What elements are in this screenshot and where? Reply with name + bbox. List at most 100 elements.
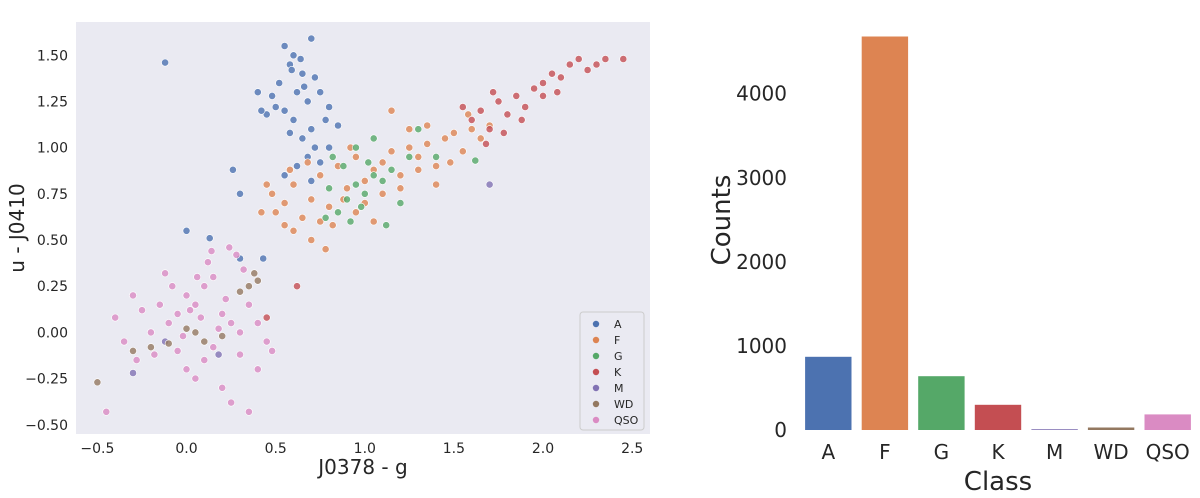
legend-label: QSO (614, 414, 639, 427)
bar-wd (1087, 427, 1135, 430)
scatter-point-g (414, 125, 423, 134)
scatter-point-f (405, 125, 414, 134)
scatter-point-qso (182, 291, 191, 300)
scatter-point-qso (191, 374, 200, 383)
scatter-point-k (262, 313, 271, 322)
scatter-point-a (307, 125, 316, 134)
scatter-point-g (471, 156, 480, 165)
bar-x-tick-label: K (991, 440, 1005, 464)
scatter-point-a (253, 88, 262, 97)
scatter-point-qso (227, 398, 235, 407)
scatter-point-wd (146, 343, 155, 352)
scatter-point-f (343, 184, 351, 193)
scatter-point-qso (236, 350, 244, 359)
scatter-point-qso (209, 273, 218, 281)
scatter-point-g (334, 208, 342, 217)
scatter-point-a (182, 226, 191, 235)
scatter-x-tick-label: 2.0 (532, 441, 554, 457)
bar-y-axis-label: Counts (707, 175, 737, 266)
scatter-point-qso (146, 328, 155, 337)
scatter-point-qso (196, 313, 205, 322)
scatter-point-k (482, 139, 490, 148)
scatter-point-a (293, 88, 301, 97)
scatter-point-qso (111, 313, 120, 322)
bar-y-tick-label: 4000 (736, 82, 787, 106)
scatter-point-a (307, 176, 316, 185)
scatter-point-qso (164, 319, 173, 327)
scatter-point-g (378, 176, 387, 185)
scatter-point-qso (191, 300, 200, 309)
legend-marker-wd (592, 400, 600, 408)
scatter-y-tick-label: 1.00 (37, 141, 68, 157)
scatter-point-a (280, 42, 289, 50)
scatter-point-f (303, 158, 312, 167)
scatter-point-g (369, 171, 378, 180)
scatter-point-a (285, 128, 294, 137)
scatter-point-qso (221, 295, 230, 303)
scatter-point-a (289, 116, 298, 124)
scatter-point-a (262, 110, 271, 119)
scatter-point-g (321, 213, 330, 222)
scatter-point-qso (179, 332, 187, 340)
scatter-point-a (280, 106, 289, 115)
scatter-point-qso (193, 273, 202, 281)
scatter-point-f (458, 147, 467, 156)
scatter-point-qso (214, 324, 223, 333)
scatter-point-f (464, 110, 473, 119)
scatter-point-f (325, 202, 333, 211)
scatter-chart: −0.5 0.0 0.5 1.0 1.5 2.0 2.5 −0.50 −0.25 0.00 0.2… (5, 22, 650, 479)
scatter-point-f (378, 189, 387, 198)
scatter-point-f (441, 134, 449, 143)
scatter-point-f (289, 226, 298, 235)
scatter-point-f (307, 236, 316, 244)
scatter-x-tick-label: 0.0 (175, 441, 197, 457)
scatter-point-a (325, 143, 333, 152)
scatter-point-f (414, 165, 423, 174)
scatter-point-qso (186, 306, 194, 315)
bar-x-tick-label: WD (1094, 440, 1129, 464)
bar-a (805, 356, 852, 430)
scatter-point-qso (168, 282, 177, 291)
scatter-point-wd (191, 328, 200, 337)
scatter-point-g (339, 162, 348, 170)
scatter-point-m (214, 350, 223, 359)
scatter-y-tick-label: −0.25 (25, 372, 68, 388)
bar-g (918, 376, 965, 430)
scatter-point-wd (250, 269, 259, 278)
scatter-point-qso (200, 356, 209, 364)
scatter-point-qso (132, 356, 141, 364)
bar-y-tick-labels: 0 1000 2000 3000 4000 (736, 82, 787, 442)
scatter-x-tick-label: 1.0 (354, 441, 376, 457)
scatter-x-tick-label: 2.5 (621, 441, 643, 457)
scatter-point-g (432, 152, 440, 161)
scatter-point-qso (173, 309, 182, 318)
legend-label: G (614, 350, 623, 363)
scatter-point-a (259, 254, 268, 263)
scatter-point-k (583, 66, 592, 74)
scatter-point-k (476, 106, 485, 115)
scatter-point-wd (200, 337, 209, 346)
bar-x-tick-label: M (1046, 440, 1063, 464)
scatter-point-qso (244, 407, 253, 416)
scatter-point-a (303, 97, 312, 106)
scatter-point-k (489, 88, 497, 97)
scatter-point-qso (138, 306, 146, 315)
scatter-point-k (485, 125, 494, 134)
scatter-points (93, 34, 628, 416)
scatter-point-f (405, 143, 414, 152)
scatter-point-a (161, 58, 169, 67)
scatter-point-f (432, 162, 440, 170)
scatter-point-qso (207, 247, 216, 255)
bar-y-tick-label: 2000 (736, 250, 787, 274)
scatter-point-k (553, 88, 562, 97)
scatter-point-f (268, 189, 276, 198)
scatter-point-qso (218, 309, 227, 318)
scatter-point-f (262, 180, 271, 189)
legend-marker-k (592, 368, 600, 376)
legend-box (579, 311, 645, 431)
scatter-point-a (228, 165, 237, 174)
scatter-point-a (236, 189, 244, 198)
scatter-point-f (476, 134, 485, 143)
